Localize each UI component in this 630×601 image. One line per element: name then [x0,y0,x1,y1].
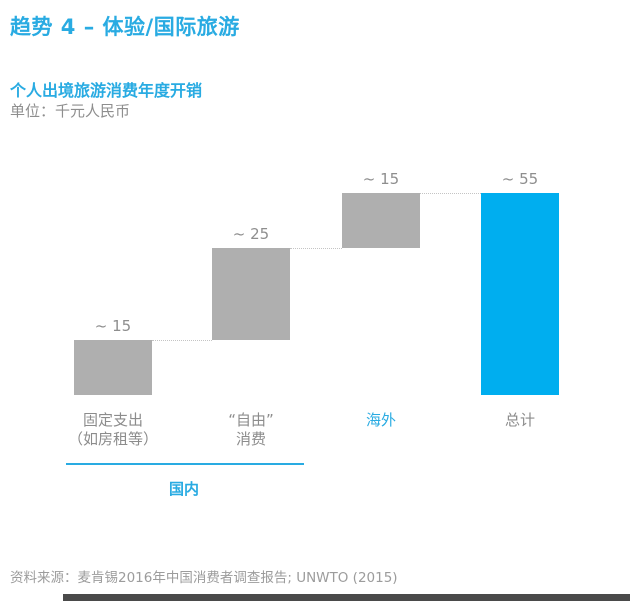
page-title: 趋势 4 – 体验/国际旅游 [10,15,240,39]
unit-label: 单位：千元人民币 [10,102,131,120]
waterfall-bar [342,193,420,248]
group-underline [66,463,304,465]
chart-title: 个人出境旅游消费年度开销 [10,81,203,100]
footer-dark-bar [63,594,630,601]
bar-value-label: ~ 25 [232,225,270,243]
total-bar [481,193,559,395]
category-label: 固定支出 （如房租等） [38,411,188,449]
category-label: “自由” 消费 [176,411,326,449]
category-label: 总计 [445,411,595,430]
category-label-line: “自由” [228,411,274,429]
bar-value-label: ~ 15 [94,317,132,335]
category-label: 海外 [306,411,456,430]
connector-dotted-line [152,340,212,341]
bar-value-label: ~ 15 [362,170,400,188]
bar-value-label: ~ 55 [501,170,539,188]
source-attribution: 资料来源：麦肯锡2016年中国消费者调查报告; UNWTO (2015) [10,570,398,586]
category-label-line: 消费 [235,430,266,448]
category-label-line: 固定支出 [82,411,143,429]
waterfall-bar [74,340,152,395]
connector-dotted-line [290,248,342,249]
category-label-line: （如房租等） [67,430,158,448]
connector-dotted-line [420,193,481,194]
group-label: 国内 [168,480,199,498]
category-label-line: 海外 [365,411,396,429]
category-label-line: 总计 [504,411,535,429]
waterfall-bar [212,248,290,340]
